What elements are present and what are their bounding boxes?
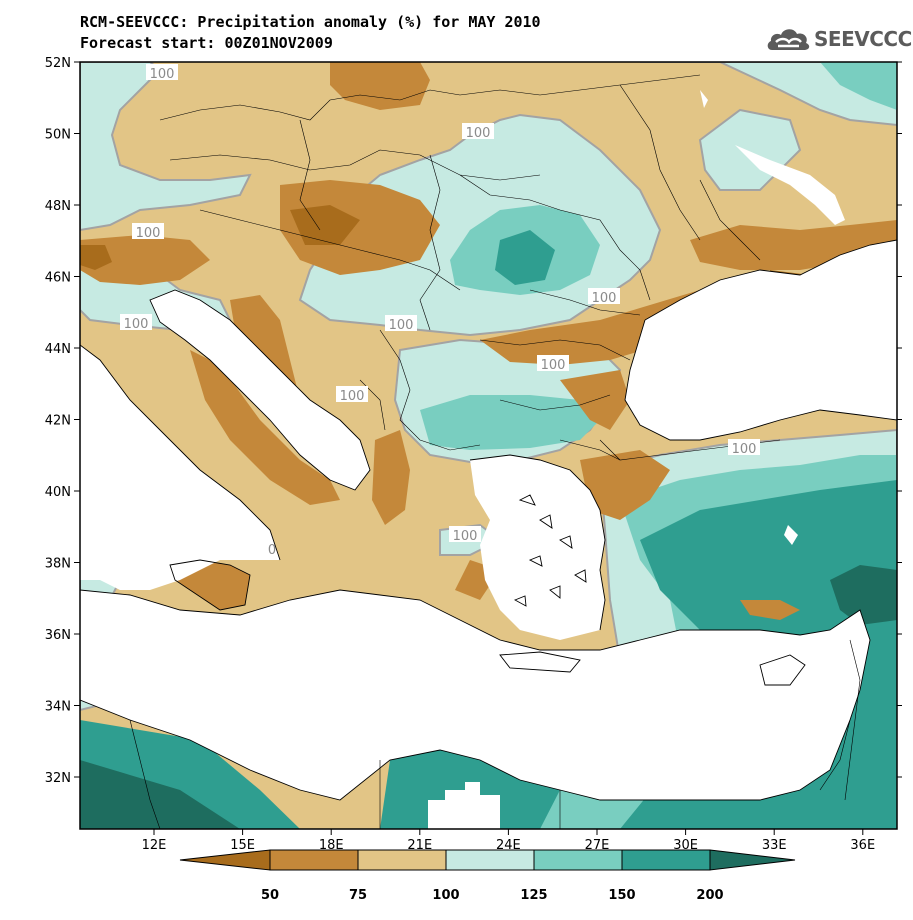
lat-tick-label: 52N [45, 56, 71, 71]
title-line-1: RCM-SEEVCCC: Precipitation anomaly (%) f… [80, 13, 541, 31]
lat-tick-label: 38N [45, 557, 71, 572]
lon-tick-label: 21E [407, 838, 432, 853]
colorbar-label: 125 [520, 888, 547, 903]
black-sea [625, 240, 897, 440]
ukraine-patch [700, 90, 708, 108]
libya-plateau [428, 782, 500, 829]
mediterranean-sea [80, 590, 870, 800]
lon-tick-label: 36E [850, 838, 875, 853]
colorbar-label: 150 [608, 888, 635, 903]
adriatic-sea [150, 290, 370, 490]
contour-label: 100 [136, 226, 161, 241]
lon-tick-label: 27E [585, 838, 610, 853]
aegean-sea [470, 455, 605, 640]
colorbar-75-100 [357, 849, 447, 871]
contour-label: 100 [732, 442, 757, 457]
coastlines [80, 239, 897, 801]
country-borders [129, 74, 861, 829]
lat-tick-label: 42N [45, 414, 71, 429]
precipitation-map: 100 100 100 100 100 100 100 100 100 100 … [80, 62, 897, 829]
lon-tick-label: 12E [142, 838, 167, 853]
lon-tick-label: 18E [319, 838, 344, 853]
lat-tick-label: 34N [45, 700, 71, 715]
contour-label: 100 [466, 126, 491, 141]
tyrrhenian-sea [80, 345, 280, 590]
lat-tick-label: 44N [45, 342, 71, 357]
lon-tick-label: 24E [496, 838, 521, 853]
ukraine-stripe [735, 145, 845, 225]
seevccc-logo: SEEVCCC [766, 22, 912, 56]
latitude-axis: 52N 50N 48N 46N 44N 42N 40N 38N 36N 34N 32N [45, 56, 902, 786]
contour-label: 100 [453, 529, 478, 544]
contour-label: 100 [150, 67, 175, 82]
lat-tick-label: 36N [45, 628, 71, 643]
colorbar-125-150 [533, 849, 623, 871]
logo-text: SEEVCCC [814, 27, 912, 51]
contour-label: 100 [389, 318, 414, 333]
lon-tick-label: 15E [230, 838, 255, 853]
contour-label: 100 [340, 389, 365, 404]
colorbar-lt50 [179, 849, 271, 871]
colorbar: 50 75 100 125 150 200 [179, 849, 796, 903]
colorbar-label: 100 [432, 888, 459, 903]
colorbar-gt200 [709, 849, 796, 871]
lat-tick-label: 32N [45, 771, 71, 786]
contour-label: 100 [592, 291, 617, 306]
lon-tick-label: 30E [673, 838, 698, 853]
contour-labels: 100 100 100 100 100 100 100 100 100 100 … [120, 64, 760, 558]
map-frame [79, 61, 898, 830]
turkey-patch [784, 525, 798, 545]
contour-label: 100 [124, 317, 149, 332]
lat-tick-label: 48N [45, 199, 71, 214]
longitude-axis: 12E 15E 18E 21E 24E 27E 30E 33E 36E [142, 829, 875, 853]
lat-tick-label: 50N [45, 128, 71, 143]
colorbar-label: 75 [349, 888, 367, 903]
cloud-logo-icon [767, 29, 810, 50]
sea-areas [80, 90, 897, 829]
colorbar-100-125 [445, 849, 535, 871]
contour-label: 100 [541, 358, 566, 373]
map-title: RCM-SEEVCCC: Precipitation anomaly (%) f… [80, 12, 541, 54]
lon-tick-label: 33E [762, 838, 787, 853]
lat-tick-label: 40N [45, 485, 71, 500]
contour-label: 0 [268, 543, 276, 558]
title-line-2: Forecast start: 00Z01NOV2009 [80, 34, 333, 52]
colorbar-50-75 [269, 849, 359, 871]
colorbar-150-200 [621, 849, 711, 871]
shading-gt-200 [80, 565, 897, 829]
colorbar-label: 200 [696, 888, 723, 903]
lat-tick-label: 46N [45, 271, 71, 286]
colorbar-label: 50 [261, 888, 279, 903]
